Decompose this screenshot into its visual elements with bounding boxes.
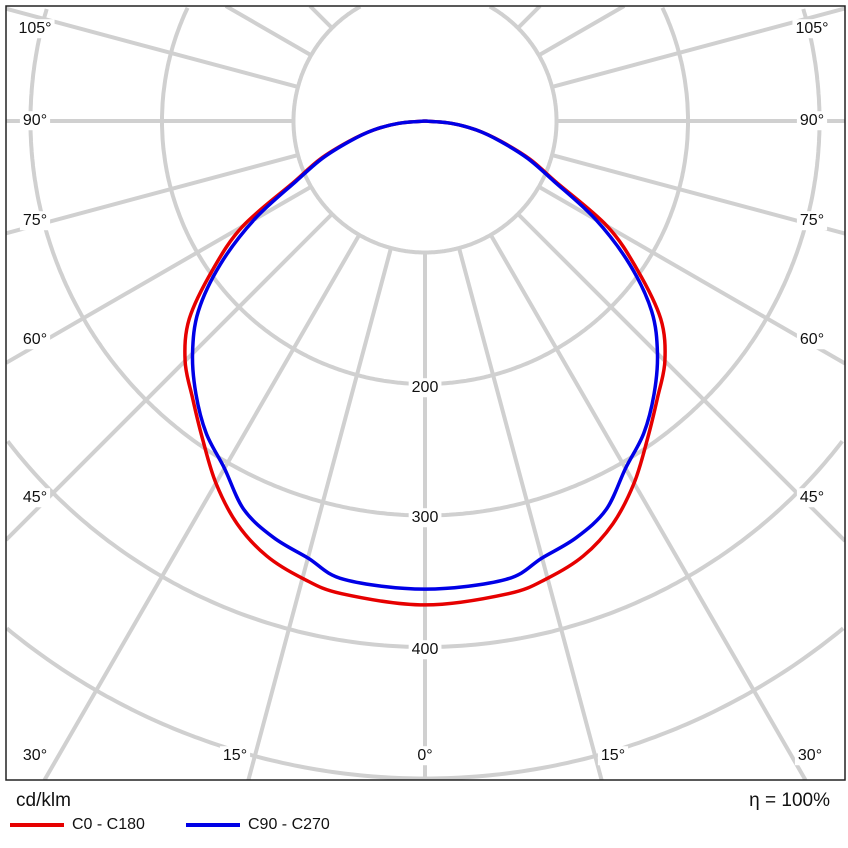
angle-label-bottom-bg: [414, 746, 436, 766]
grid-spoke-300: [6, 185, 313, 365]
grid-spoke-240: [224, 6, 313, 57]
grid-spoke-225: [308, 6, 334, 30]
angle-label-bottom-bg: [219, 746, 251, 766]
angle-label-bottom: 0°: [417, 747, 432, 764]
angle-label-right-bg: [796, 488, 828, 508]
angle-label-bottom-bg: [19, 746, 51, 766]
legend-swatch-c0: [10, 823, 64, 827]
radial-tick-label: 400: [412, 641, 439, 658]
angle-label-bottom: 15°: [223, 747, 247, 764]
axis-labels: 105° 90° 75° 60° 45° 105° 90° 75° 60° 45° 30° 15° 0°…: [15, 19, 832, 766]
grid-spoke-285: [6, 153, 299, 236]
angle-label-bottom-bg: [597, 746, 629, 766]
grid-spoke-135: [516, 6, 542, 30]
grid-spoke-30: [489, 233, 808, 780]
angle-label-bottom: 15°: [601, 747, 625, 764]
angle-label-right: 105°: [795, 20, 828, 37]
angle-label-left: 45°: [23, 489, 47, 506]
angle-label-left-bg: [19, 330, 51, 350]
angle-label-right-bg: [796, 330, 828, 350]
angle-label-bottom-bg: [794, 746, 826, 766]
angle-label-right: 90°: [800, 112, 824, 129]
angle-label-bottom: 30°: [798, 747, 822, 764]
grid-spoke-60: [537, 185, 845, 366]
angle-label-right: 45°: [800, 489, 824, 506]
angle-label-bottom: 30°: [23, 747, 47, 764]
legend-swatch-c90: [186, 823, 240, 827]
angle-label-left-bg: [15, 19, 55, 39]
radial-tick-label-bg: [408, 378, 442, 398]
angle-label-left: 60°: [23, 331, 47, 348]
unit-label: cd/klm: [16, 790, 71, 811]
grid-spoke-345: [246, 247, 393, 780]
grid-circle-200: [160, 6, 690, 386]
grid-spoke-315: [6, 212, 334, 542]
grid-spoke-255: [6, 6, 299, 89]
legend-label-c0: C0 - C180: [72, 816, 145, 833]
grid-spoke-330: [42, 233, 361, 780]
efficiency-label: η = 100%: [749, 790, 830, 811]
angle-label-right-bg: [796, 111, 828, 131]
angle-label-left-bg: [19, 488, 51, 508]
grid-spoke-120: [537, 6, 626, 57]
radial-tick-label-bg: [408, 508, 442, 528]
angle-label-right-bg: [792, 19, 832, 39]
angle-label-left: 105°: [18, 20, 51, 37]
grid-spoke-45: [516, 212, 845, 543]
angle-label-left-bg: [19, 211, 51, 231]
angle-label-right-bg: [796, 211, 828, 231]
angle-label-left: 75°: [23, 212, 47, 229]
series-curve-1: [190, 119, 660, 591]
legend-label-c90: C90 - C270: [248, 816, 330, 833]
legend-item-c90: C90 - C270: [186, 816, 330, 834]
radial-tick-label: 300: [412, 509, 439, 526]
grid-spoke-75: [551, 153, 845, 236]
radial-tick-label: 200: [412, 379, 439, 396]
plot-frame: [5, 5, 846, 781]
curves: [183, 119, 667, 607]
angle-label-right: 75°: [800, 212, 824, 229]
legend-item-c0: C0 - C180: [10, 816, 145, 834]
series-curve-0: [183, 119, 667, 607]
angle-label-right: 60°: [800, 331, 824, 348]
angle-label-left-bg: [19, 111, 51, 131]
angle-label-left: 90°: [23, 112, 47, 129]
grid-spoke-15: [457, 247, 604, 780]
radial-tick-label-bg: [408, 640, 442, 660]
